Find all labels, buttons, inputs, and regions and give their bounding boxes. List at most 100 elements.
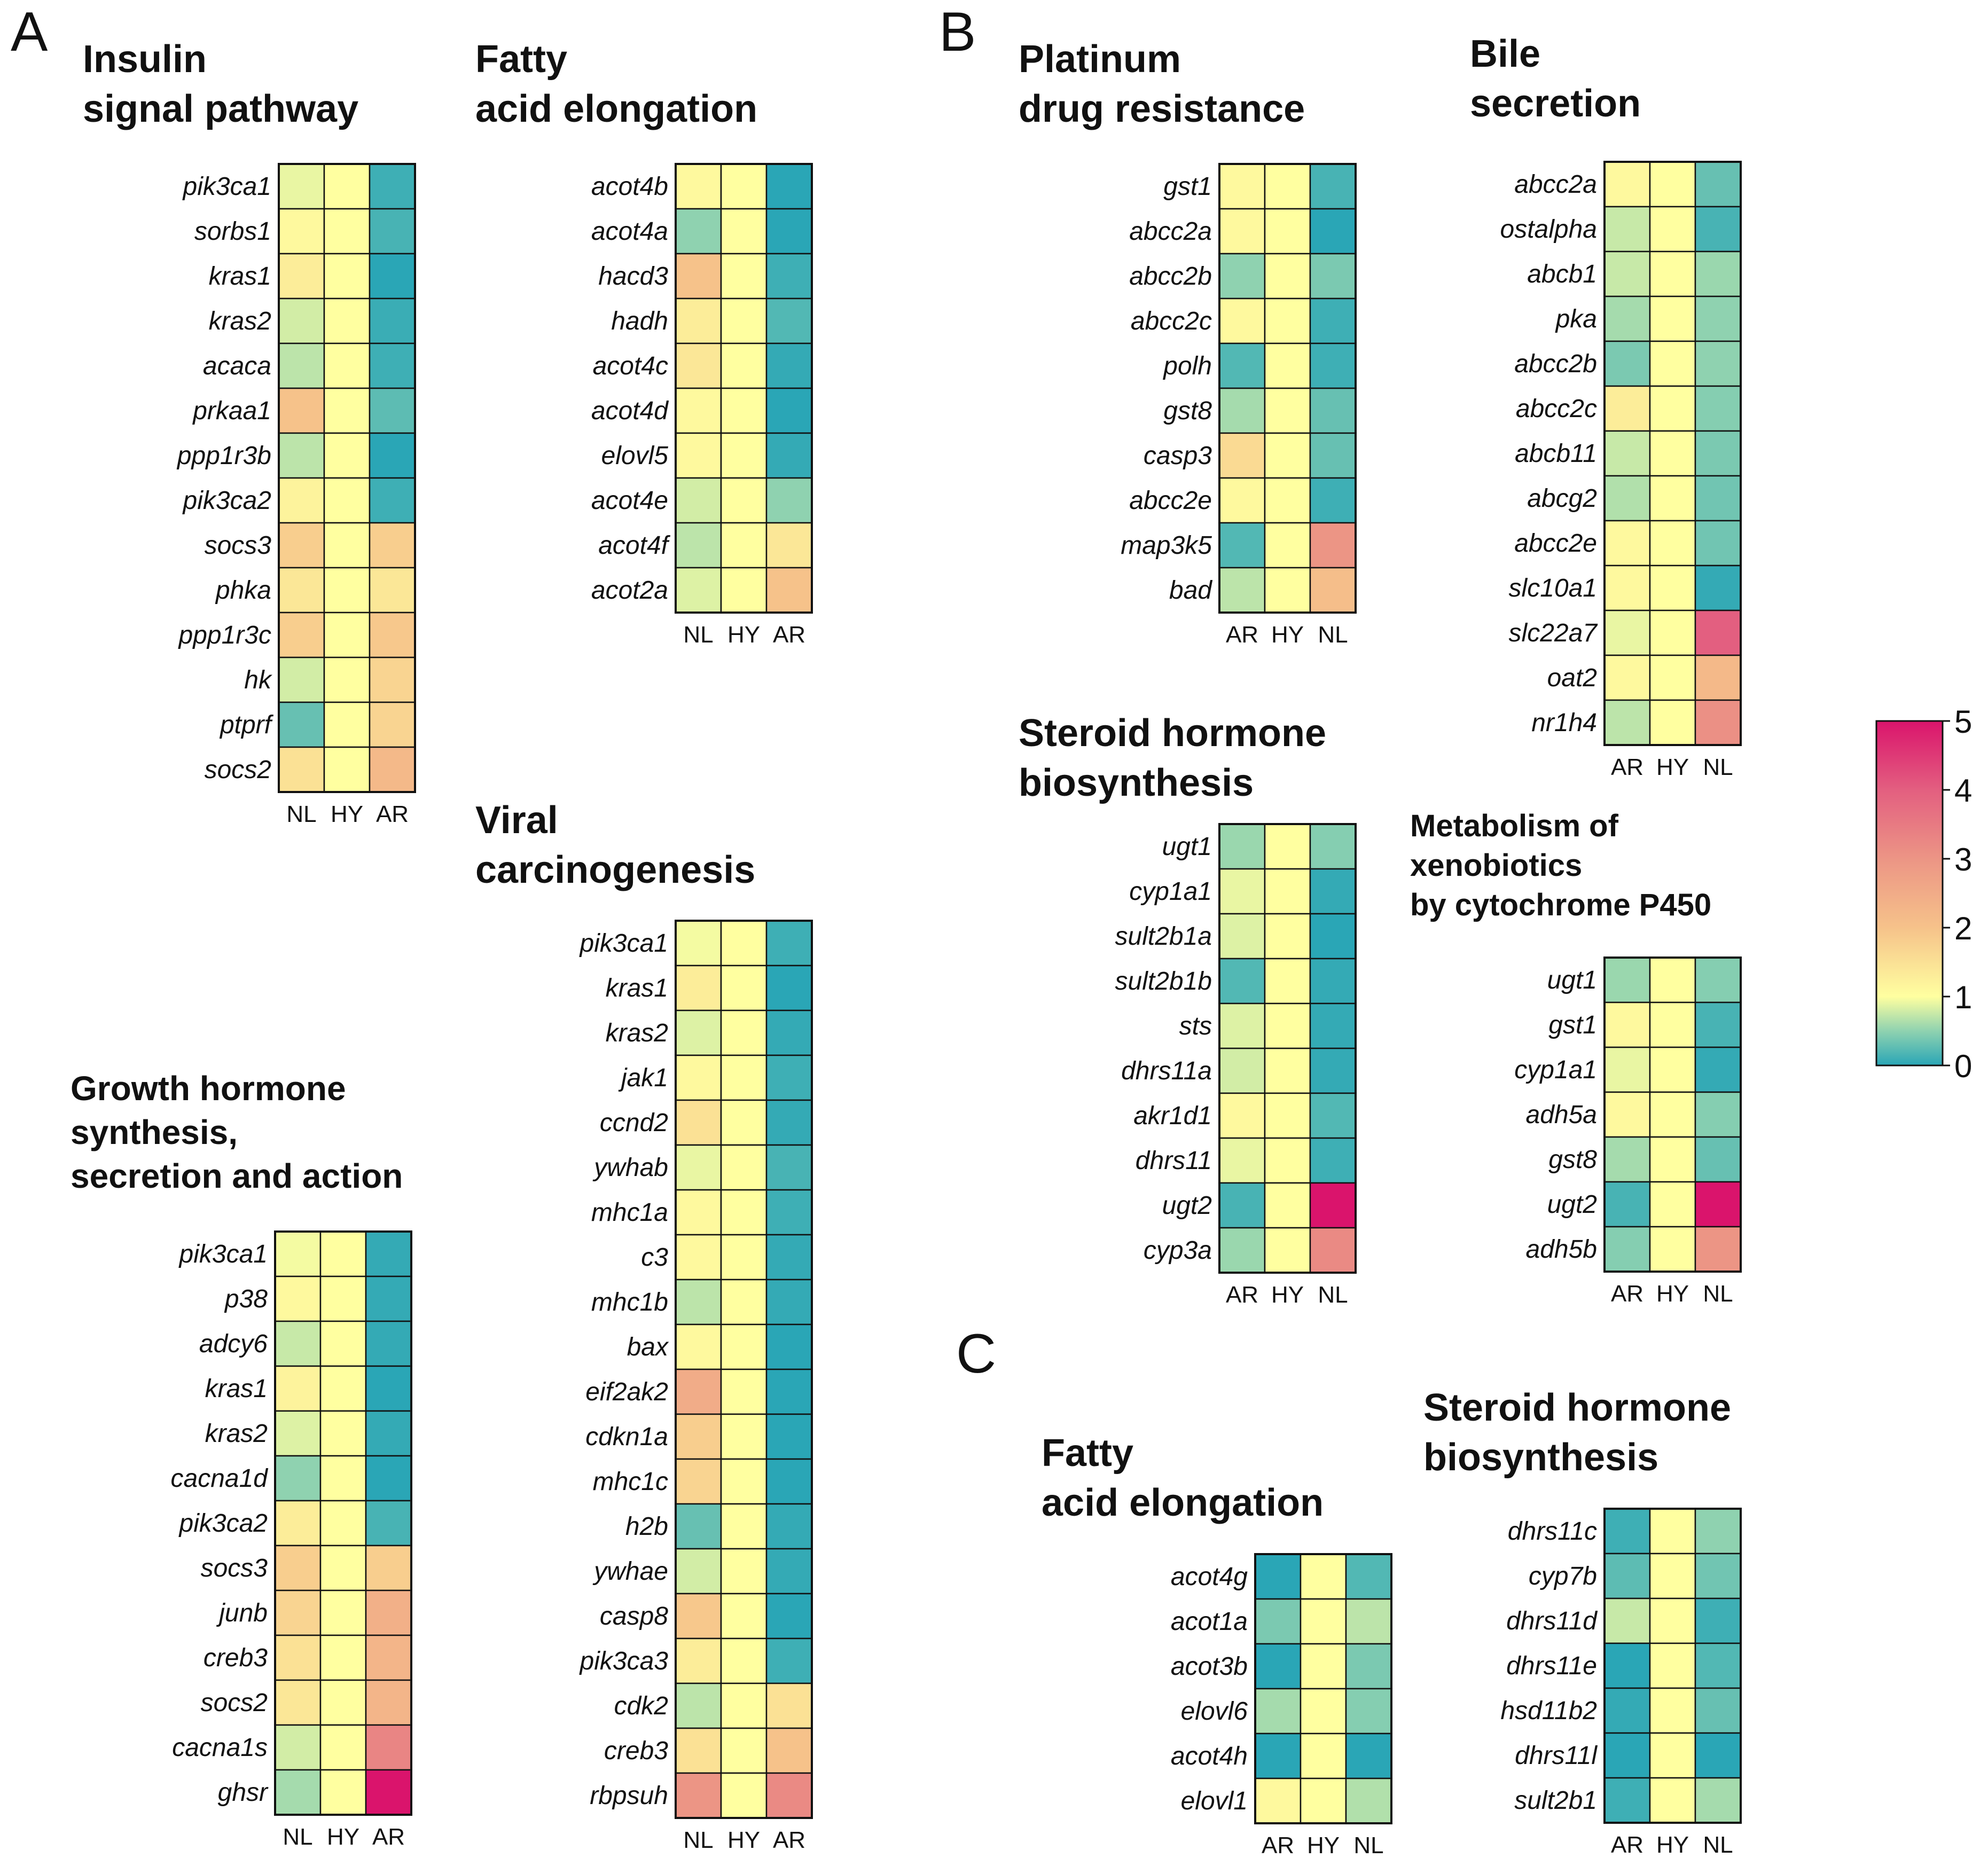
heatmap-cell	[1264, 253, 1311, 300]
heatmap-cell	[675, 1323, 722, 1370]
row-label: kras1	[205, 1375, 268, 1403]
row-label: cyp1a1	[1129, 877, 1212, 906]
heatmap-cell	[369, 477, 416, 524]
heatmap-cell	[1649, 520, 1696, 567]
heatmap-cell	[1649, 1687, 1696, 1734]
row-label: oat2	[1547, 664, 1597, 692]
heatmap-cell	[675, 1144, 722, 1191]
heatmap-cell	[365, 1455, 412, 1502]
heatmap-cell	[1649, 1642, 1696, 1689]
row-label: hsd11b2	[1500, 1697, 1597, 1725]
heatmap-cell	[1603, 1687, 1651, 1734]
row-label: mhc1a	[591, 1198, 668, 1227]
row-label: acot4c	[593, 352, 668, 380]
heatmap-cell	[1694, 206, 1742, 253]
heatmap-cell	[319, 1410, 367, 1457]
heatmap-cell	[1603, 475, 1651, 522]
heatmap-cell	[720, 1323, 768, 1370]
heatmap-cell	[675, 1458, 722, 1505]
heatmap-cell	[365, 1230, 412, 1277]
heatmap-cell	[274, 1589, 322, 1636]
heatmap-cell	[765, 1458, 813, 1505]
heatmap-cell	[1218, 1137, 1266, 1184]
column-label: NL	[1703, 1832, 1733, 1858]
heatmap-cell	[675, 1054, 722, 1101]
heatmap-cell	[720, 1054, 768, 1101]
heatmap-title-line: Metabolism of	[1410, 809, 1619, 843]
row-label: akr1d1	[1133, 1102, 1212, 1130]
heatmap-cell	[1603, 385, 1651, 432]
heatmap-cell	[365, 1365, 412, 1412]
heatmap-cell	[369, 297, 416, 344]
heatmap-cell	[1649, 295, 1696, 342]
heatmap-cell	[1309, 522, 1357, 569]
heatmap-cell	[720, 1772, 768, 1819]
row-label: ppp1r3b	[176, 442, 271, 470]
heatmap-cell	[1603, 699, 1651, 746]
row-label: abcc2a	[1514, 170, 1597, 199]
heatmap-8: Metabolism of xenobiotics by cytochrome P4…	[1410, 809, 1742, 1307]
heatmap-cell	[1603, 1642, 1651, 1689]
heatmap-cell	[1345, 1553, 1392, 1600]
heatmap-cell	[1309, 1227, 1357, 1274]
heatmap-cell	[323, 612, 371, 658]
row-label: casp3	[1144, 442, 1212, 470]
heatmap-cell	[1309, 163, 1357, 210]
heatmap-cell	[323, 567, 371, 614]
heatmap-cell	[1264, 208, 1311, 255]
row-label: elovl5	[601, 442, 669, 470]
heatmap-cell	[365, 1724, 412, 1771]
heatmap-cell	[278, 297, 325, 344]
heatmap-cell	[765, 1727, 813, 1774]
heatmap-cell	[1218, 253, 1266, 300]
heatmap-cell	[675, 1099, 722, 1146]
heatmap-cell	[278, 342, 325, 389]
heatmap-cell	[278, 208, 325, 255]
row-label: jak1	[618, 1064, 668, 1092]
heatmap-title-line: Growth hormone	[71, 1069, 346, 1108]
heatmap-cell	[765, 1548, 813, 1595]
heatmap-cell	[1649, 1732, 1696, 1779]
heatmap-cell	[319, 1769, 367, 1816]
heatmap-cell	[323, 297, 371, 344]
heatmap-cell	[720, 1503, 768, 1550]
heatmap-cell	[1264, 1047, 1311, 1094]
heatmap-cell	[1218, 522, 1266, 569]
heatmap-cell	[278, 163, 325, 210]
column-label: HY	[1656, 1281, 1689, 1307]
column-label: AR	[773, 622, 805, 648]
heatmap-cell	[1649, 1046, 1696, 1093]
heatmap-cell	[1309, 253, 1357, 300]
row-label: dhrs11	[1136, 1147, 1212, 1175]
heatmap-cell	[765, 253, 813, 300]
heatmap-cell	[1218, 1002, 1266, 1049]
heatmap-cell	[323, 477, 371, 524]
row-label: acot4e	[591, 487, 668, 515]
row-label: abcb1	[1527, 260, 1597, 288]
row-label: ugt1	[1162, 833, 1212, 861]
heatmap-cell	[365, 1589, 412, 1636]
row-label: dhrs11c	[1508, 1517, 1597, 1546]
heatmap-cell	[1218, 567, 1266, 614]
heatmap-cell	[1603, 1597, 1651, 1644]
heatmap-cell	[1218, 1092, 1266, 1139]
colorbar-tick-label: 5	[1954, 704, 1972, 740]
heatmap-cell	[1300, 1553, 1347, 1600]
row-label: acot4d	[591, 397, 669, 425]
heatmap-cell	[1603, 1777, 1651, 1824]
heatmap-cell	[720, 208, 768, 255]
heatmap-cell	[1264, 432, 1311, 479]
heatmap-border	[675, 920, 813, 1819]
heatmap-cell	[323, 342, 371, 389]
row-label: kras2	[209, 307, 271, 335]
row-label: map3k5	[1121, 531, 1212, 560]
row-label: ugt1	[1547, 966, 1597, 994]
heatmap-cell	[765, 432, 813, 479]
heatmap-cell	[1603, 1226, 1651, 1273]
heatmap-cell	[1309, 567, 1357, 614]
heatmap-cell	[369, 208, 416, 255]
row-label: adcy6	[199, 1330, 268, 1358]
heatmap-cell	[1264, 387, 1311, 434]
colorbar-tick-label: 2	[1954, 911, 1972, 946]
